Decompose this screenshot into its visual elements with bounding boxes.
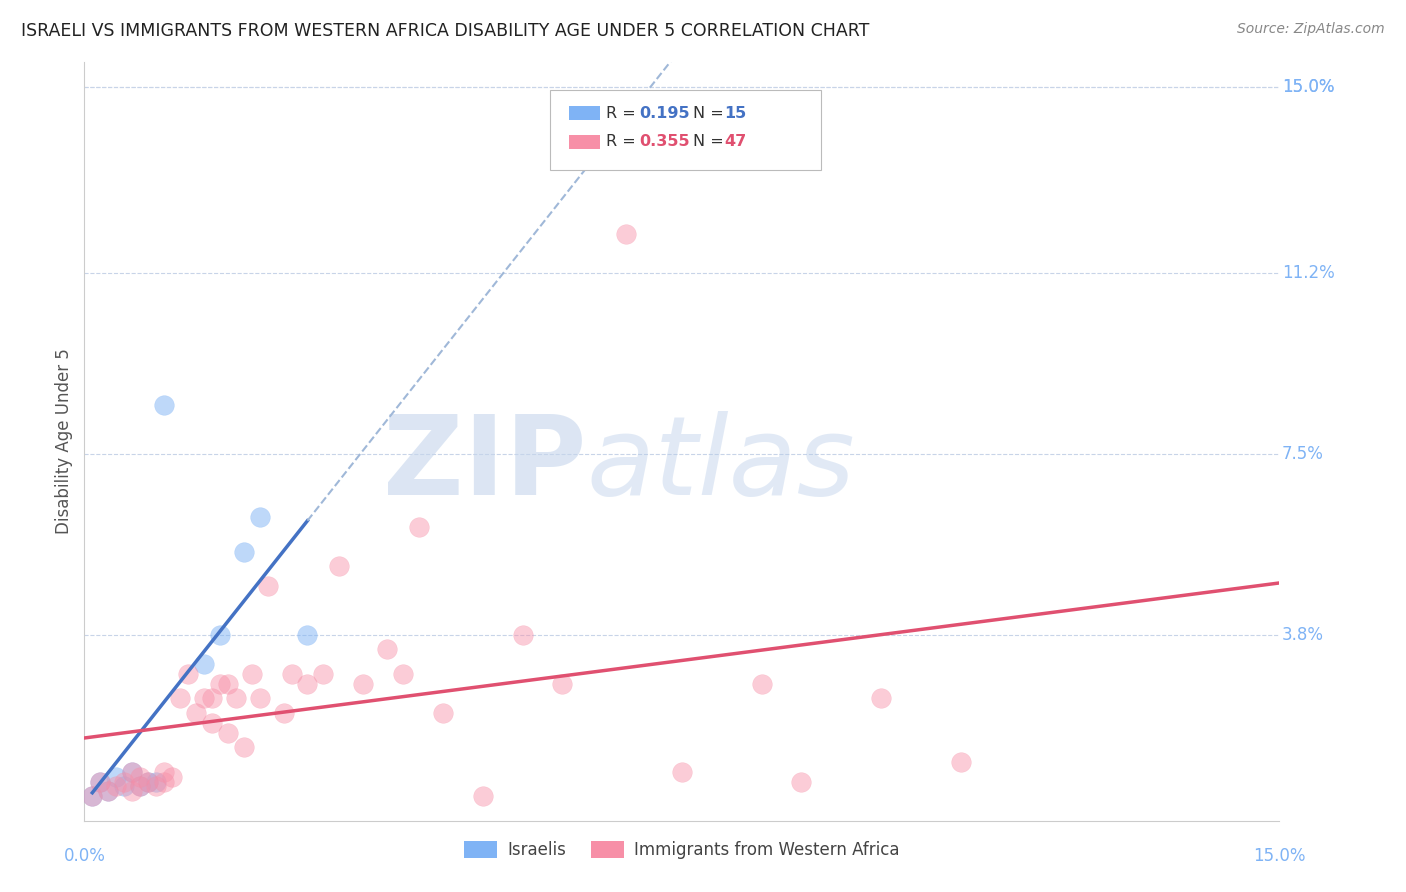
Legend: Israelis, Immigrants from Western Africa: Israelis, Immigrants from Western Africa xyxy=(457,834,907,865)
Point xyxy=(671,764,693,779)
Point xyxy=(160,770,183,784)
Point xyxy=(121,764,143,779)
Point xyxy=(89,774,111,789)
Text: 0.195: 0.195 xyxy=(640,106,690,120)
Text: Source: ZipAtlas.com: Source: ZipAtlas.com xyxy=(1237,22,1385,37)
Point xyxy=(129,780,152,794)
Point xyxy=(97,784,120,798)
Text: N =: N = xyxy=(693,135,730,149)
Point xyxy=(184,706,207,720)
Point xyxy=(949,755,972,769)
Text: N =: N = xyxy=(693,106,730,120)
Point xyxy=(375,642,398,657)
Point xyxy=(408,520,430,534)
Point xyxy=(312,666,335,681)
Text: 11.2%: 11.2% xyxy=(1282,264,1334,282)
Point xyxy=(217,676,239,690)
Text: atlas: atlas xyxy=(586,411,855,517)
Text: 47: 47 xyxy=(724,135,747,149)
Point xyxy=(112,774,135,789)
Y-axis label: Disability Age Under 5: Disability Age Under 5 xyxy=(55,349,73,534)
Text: 7.5%: 7.5% xyxy=(1282,445,1323,463)
Point xyxy=(551,676,574,690)
Point xyxy=(121,764,143,779)
Point xyxy=(193,657,215,672)
Point xyxy=(112,780,135,794)
Point xyxy=(82,789,104,804)
Point xyxy=(145,774,167,789)
Text: 15.0%: 15.0% xyxy=(1282,78,1334,96)
Point xyxy=(249,510,271,524)
Point xyxy=(280,666,302,681)
Text: 0.355: 0.355 xyxy=(640,135,690,149)
Point xyxy=(82,789,104,804)
Point xyxy=(153,764,176,779)
Point xyxy=(129,780,152,794)
Point xyxy=(193,691,215,706)
Text: 3.8%: 3.8% xyxy=(1282,626,1324,644)
Point xyxy=(153,398,176,412)
Point xyxy=(208,628,231,642)
Point xyxy=(297,628,319,642)
Point xyxy=(105,780,128,794)
Text: 15.0%: 15.0% xyxy=(1282,78,1334,96)
Text: 15.0%: 15.0% xyxy=(1253,847,1306,865)
Point xyxy=(297,676,319,690)
Point xyxy=(352,676,374,690)
Point xyxy=(392,666,415,681)
Point xyxy=(129,770,152,784)
Point xyxy=(273,706,295,720)
Point xyxy=(97,784,120,798)
Point xyxy=(136,774,159,789)
Text: R =: R = xyxy=(606,135,641,149)
Point xyxy=(870,691,893,706)
Point xyxy=(790,774,813,789)
Point xyxy=(225,691,247,706)
Point xyxy=(201,691,224,706)
Point xyxy=(105,770,128,784)
Point xyxy=(471,789,494,804)
Point xyxy=(256,579,278,593)
Point xyxy=(145,780,167,794)
Point xyxy=(328,559,350,574)
Point xyxy=(232,740,254,755)
Point xyxy=(249,691,271,706)
Point xyxy=(751,676,773,690)
Point xyxy=(136,774,159,789)
Text: ISRAELI VS IMMIGRANTS FROM WESTERN AFRICA DISABILITY AGE UNDER 5 CORRELATION CHA: ISRAELI VS IMMIGRANTS FROM WESTERN AFRIC… xyxy=(21,22,869,40)
Point xyxy=(89,774,111,789)
Point xyxy=(217,725,239,739)
Point xyxy=(177,666,200,681)
Text: ZIP: ZIP xyxy=(382,411,586,517)
Point xyxy=(201,715,224,730)
Text: R =: R = xyxy=(606,106,641,120)
Text: 0.0%: 0.0% xyxy=(63,847,105,865)
Point xyxy=(208,676,231,690)
Point xyxy=(614,227,637,241)
Point xyxy=(240,666,263,681)
Point xyxy=(512,628,534,642)
Point xyxy=(232,544,254,558)
Point xyxy=(432,706,454,720)
Point xyxy=(169,691,191,706)
Text: 15: 15 xyxy=(724,106,747,120)
Point xyxy=(153,774,176,789)
Point xyxy=(121,784,143,798)
